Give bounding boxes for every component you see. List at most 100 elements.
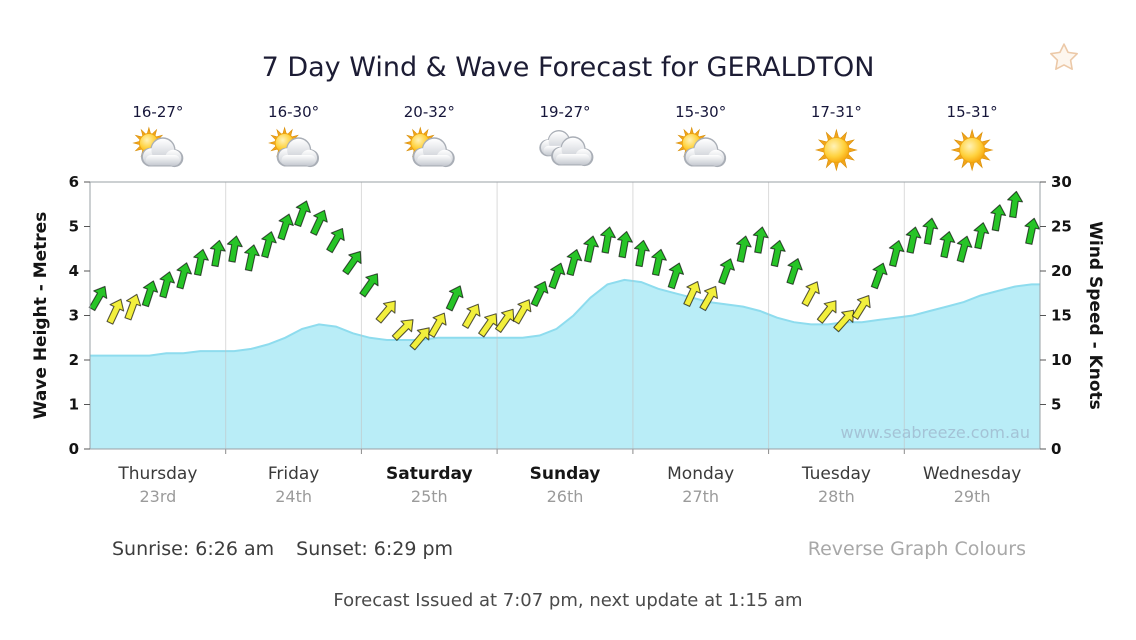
right-axis-tick-label: 25: [1051, 218, 1072, 236]
wind-arrow: [310, 209, 328, 236]
left-axis-tick-label: 2: [69, 351, 79, 369]
day-temp-range: 16-30°: [268, 103, 319, 121]
wind-arrow: [478, 313, 498, 338]
wind-arrow: [1007, 190, 1024, 219]
wind-arrow: [548, 262, 566, 290]
wind-arrow: [922, 217, 939, 245]
wind-arrow: [939, 231, 956, 259]
day-date: 28th: [818, 487, 855, 506]
right-axis-tick-label: 15: [1051, 307, 1072, 325]
wind-arrow: [735, 235, 752, 263]
reverse-graph-colours-link[interactable]: Reverse Graph Colours: [807, 538, 1026, 560]
weather-icon-sunny: [950, 128, 994, 172]
left-axis-tick-label: 1: [69, 396, 79, 414]
cloud-icon: [551, 136, 594, 167]
wind-arrow: [326, 227, 345, 254]
page-title: 7 Day Wind & Wave Forecast for GERALDTON: [261, 52, 875, 83]
wave-height-area: [90, 279, 1040, 449]
wind-arrow: [244, 244, 260, 272]
day-date: 29th: [954, 487, 991, 506]
day-date: 24th: [275, 487, 312, 506]
wind-arrow: [106, 298, 125, 325]
wind-arrow: [816, 300, 837, 324]
day-date: 27th: [682, 487, 719, 506]
sun-icon: [950, 128, 994, 172]
right-axis-tick-label: 5: [1051, 396, 1061, 414]
wind-arrow: [375, 300, 396, 324]
right-axis-tick-label: 30: [1051, 173, 1072, 191]
wind-arrow: [445, 285, 464, 312]
wind-arrow: [342, 250, 362, 276]
day-temp-range: 15-30°: [675, 103, 726, 121]
wind-arrow: [633, 239, 650, 268]
cloud-icon: [683, 137, 727, 168]
wind-arrow: [461, 303, 481, 329]
day-name: Wednesday: [923, 464, 1021, 484]
wind-arrow: [769, 239, 786, 268]
sun-times-row: Sunrise: 6:26 am Sunset: 6:29 pm: [112, 538, 469, 560]
wind-arrow: [699, 285, 718, 312]
left-axis-tick-label: 4: [69, 262, 79, 280]
right-axis-tick-label: 0: [1051, 440, 1061, 458]
wind-arrow: [801, 281, 820, 307]
wind-arrow: [786, 258, 803, 285]
watermark-text: www.seabreeze.com.au: [841, 423, 1030, 442]
wind-arrow: [683, 280, 702, 307]
wind-arrow: [193, 248, 209, 277]
wind-arrow: [651, 248, 667, 277]
wind-arrow: [294, 200, 311, 228]
wind-arrow: [391, 319, 414, 341]
left-axis-tick-label: 6: [69, 173, 79, 191]
wind-arrow: [512, 299, 532, 325]
wind-arrow: [667, 262, 685, 290]
day-name: Sunday: [530, 464, 601, 484]
wind-arrow: [141, 280, 159, 308]
right-axis-tick-label: 20: [1051, 262, 1072, 280]
left-axis-tick-label: 3: [69, 307, 79, 325]
forecast-issued-line: Forecast Issued at 7:07 pm, next update …: [333, 590, 803, 611]
sunrise-label: Sunrise: 6:26 am: [112, 538, 275, 560]
day-temp-range: 20-32°: [404, 103, 455, 121]
wind-arrow: [905, 226, 922, 254]
wind-arrow: [833, 309, 855, 333]
right-axis-tick-label: 10: [1051, 351, 1072, 369]
wind-arrow: [990, 204, 1007, 232]
day-date: 25th: [411, 487, 448, 506]
day-date: 23rd: [139, 487, 176, 506]
wind-arrow: [1024, 217, 1041, 245]
weather-icon-cloudy: [539, 130, 594, 167]
left-axis-title: Wave Height - Metres: [31, 212, 51, 420]
wind-arrow: [427, 312, 447, 338]
wind-arrow: [261, 231, 277, 259]
day-date: 26th: [547, 487, 584, 506]
cloud-icon: [412, 137, 455, 168]
day-name: Tuesday: [801, 464, 871, 484]
favorite-star-icon[interactable]: [1048, 42, 1080, 74]
day-name: Monday: [667, 464, 734, 484]
day-name: Saturday: [386, 464, 473, 484]
sunset-label: Sunset: 6:29 pm: [296, 538, 454, 560]
wind-arrow: [359, 273, 379, 298]
wind-arrow: [124, 293, 142, 321]
day-name: Thursday: [117, 464, 197, 484]
sun-icon: [814, 128, 858, 172]
wind-arrow: [888, 240, 905, 268]
wind-arrow: [409, 327, 430, 351]
wind-arrow: [752, 226, 769, 254]
cloud-icon: [141, 137, 184, 168]
wind-arrow: [566, 248, 583, 277]
weather-icon-partly-cloudy: [675, 126, 727, 168]
weather-icon-partly-cloudy: [403, 126, 455, 168]
wind-arrow: [956, 235, 973, 263]
day-name: Friday: [268, 464, 320, 484]
wind-arrow: [600, 226, 616, 254]
left-axis-tick-label: 0: [69, 440, 79, 458]
left-axis-tick-label: 5: [69, 218, 79, 236]
wave-height-line: [90, 278, 1040, 357]
weather-icon-sunny: [814, 128, 858, 172]
wind-arrow: [718, 258, 735, 285]
wind-arrow: [617, 230, 633, 259]
